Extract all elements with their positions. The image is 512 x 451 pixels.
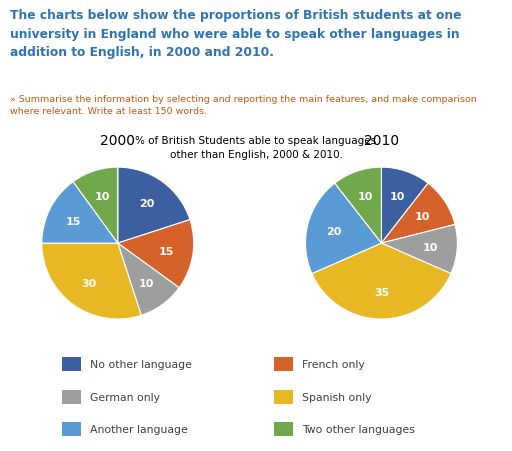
Wedge shape <box>118 168 190 244</box>
Bar <box>274 357 293 372</box>
Wedge shape <box>42 244 141 319</box>
Text: 10: 10 <box>390 192 405 202</box>
Wedge shape <box>306 184 381 274</box>
Text: % of British Students able to speak languages
other than English, 2000 & 2010.: % of British Students able to speak lang… <box>136 135 376 159</box>
Wedge shape <box>42 182 118 244</box>
Wedge shape <box>73 168 118 244</box>
Text: Another language: Another language <box>90 424 188 434</box>
Bar <box>274 422 293 437</box>
Title: 2010: 2010 <box>364 133 399 147</box>
Text: 15: 15 <box>159 246 174 256</box>
Text: 10: 10 <box>358 192 373 202</box>
Text: 10: 10 <box>139 278 155 288</box>
Bar <box>274 390 293 404</box>
Text: The charts below show the proportions of British students at one
university in E: The charts below show the proportions of… <box>10 9 462 59</box>
Text: 10: 10 <box>423 243 438 253</box>
Text: Two other languages: Two other languages <box>302 424 415 434</box>
Text: 30: 30 <box>81 278 96 288</box>
Wedge shape <box>381 184 455 244</box>
Text: French only: French only <box>302 359 365 369</box>
Text: 20: 20 <box>139 199 155 209</box>
Text: 10: 10 <box>415 212 431 221</box>
Text: 20: 20 <box>326 226 342 236</box>
Bar <box>62 422 81 437</box>
Text: 10: 10 <box>95 192 110 202</box>
Wedge shape <box>335 168 381 244</box>
Bar <box>62 390 81 404</box>
Wedge shape <box>118 220 194 288</box>
Text: German only: German only <box>90 392 160 402</box>
Text: 15: 15 <box>66 216 81 226</box>
Text: » Summarise the information by selecting and reporting the main features, and ma: » Summarise the information by selecting… <box>10 95 477 115</box>
Wedge shape <box>312 244 451 319</box>
Wedge shape <box>118 244 179 316</box>
Wedge shape <box>381 168 428 244</box>
Text: No other language: No other language <box>90 359 192 369</box>
Title: 2000: 2000 <box>100 133 135 147</box>
Wedge shape <box>381 225 457 274</box>
Bar <box>62 357 81 372</box>
Text: 35: 35 <box>374 288 389 298</box>
Text: Spanish only: Spanish only <box>302 392 372 402</box>
